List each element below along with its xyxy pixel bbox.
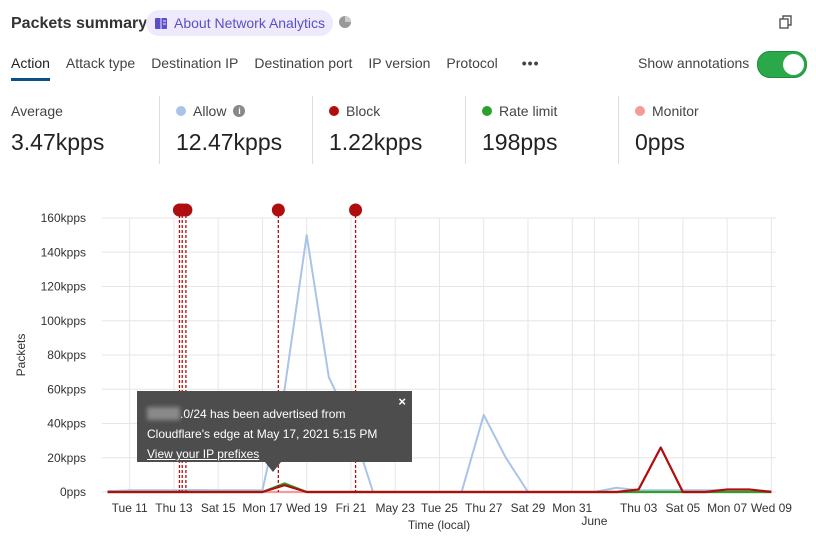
x-tick-label: Mon 31 <box>552 501 592 515</box>
annotation-marker[interactable] <box>271 203 285 217</box>
stat-value: 1.22kpps <box>329 129 423 155</box>
stat-label: Block <box>346 103 381 119</box>
x-tick-label: Thu 13 <box>155 501 193 515</box>
annotation-marker[interactable] <box>179 203 193 217</box>
stat-average: Average 3.47kpps <box>0 96 159 164</box>
x-tick-label: Tue 11 <box>112 501 148 515</box>
y-tick-label: 40kpps <box>47 417 86 431</box>
show-annotations-toggle[interactable] <box>757 51 807 78</box>
x-tick-label: Sat 05 <box>666 501 701 515</box>
tabs: Action Attack type Destination IP Destin… <box>11 55 540 81</box>
stat-value: 12.47kpps <box>176 129 283 155</box>
y-tick-label: 80kpps <box>47 348 86 362</box>
tab-protocol[interactable]: Protocol <box>446 55 498 71</box>
redacted-ip <box>147 407 180 420</box>
x-tick-label: Wed 19 <box>286 501 327 515</box>
legend-dot-allow <box>176 106 186 116</box>
tab-action[interactable]: Action <box>11 55 50 81</box>
tooltip-text-2: Cloudflare's edge at May 17, 2021 5:15 P… <box>147 427 378 441</box>
stat-block[interactable]: Block 1.22kpps <box>312 96 465 164</box>
x-tick-label: June <box>581 514 607 528</box>
more-tabs-button[interactable]: ••• <box>521 55 540 71</box>
page-title: Packets summary <box>11 15 148 32</box>
tooltip-text: .0/24 has been advertised from <box>180 407 346 421</box>
x-tick-label: Sat 15 <box>201 501 236 515</box>
x-tick-label: Wed 09 <box>751 501 792 515</box>
x-tick-label: Tue 25 <box>421 501 458 515</box>
y-tick-label: 60kpps <box>47 382 86 396</box>
stat-value: 3.47kpps <box>11 129 105 155</box>
stat-label: Monitor <box>652 103 699 119</box>
legend-dot-block <box>329 106 339 116</box>
view-ip-prefixes-link[interactable]: View your IP prefixes <box>147 447 260 461</box>
close-icon[interactable]: × <box>398 394 406 409</box>
stat-rate-limit[interactable]: Rate limit 198pps <box>465 96 618 164</box>
annotation-tooltip: × .0/24 has been advertised from Cloudfl… <box>137 391 412 472</box>
y-tick-label: 0pps <box>60 485 86 499</box>
book-icon <box>155 17 167 29</box>
about-label: About Network Analytics <box>174 15 325 31</box>
y-tick-label: 140kpps <box>41 245 86 259</box>
show-annotations-label: Show annotations <box>638 55 750 71</box>
y-tick-label: 160kpps <box>41 211 86 225</box>
copy-icon[interactable] <box>778 14 794 30</box>
stat-allow[interactable]: Allow i 12.47kpps <box>159 96 312 164</box>
y-tick-label: 100kpps <box>41 314 86 328</box>
stat-label: Average <box>11 103 63 119</box>
stat-value: 198pps <box>482 129 558 155</box>
x-tick-label: Thu 03 <box>620 501 658 515</box>
x-axis-label: Time (local) <box>408 518 470 532</box>
pie-chart-icon[interactable] <box>338 15 352 29</box>
x-tick-label: Mon 07 <box>707 501 747 515</box>
stats-row: Average 3.47kpps Allow i 12.47kpps Block … <box>0 96 771 164</box>
y-tick-label: 120kpps <box>41 280 86 294</box>
tab-attack-type[interactable]: Attack type <box>65 55 136 71</box>
series-line-block <box>107 446 772 494</box>
tab-destination-ip[interactable]: Destination IP <box>151 55 239 71</box>
stat-value: 0pps <box>635 129 685 155</box>
tab-ip-version[interactable]: IP version <box>368 55 431 71</box>
legend-dot-rate-limit <box>482 106 492 116</box>
x-tick-label: Mon 17 <box>242 501 282 515</box>
x-tick-label: Fri 21 <box>336 501 367 515</box>
about-network-analytics-link[interactable]: About Network Analytics <box>146 10 333 36</box>
stat-label: Allow <box>193 103 227 119</box>
info-icon[interactable]: i <box>233 105 246 117</box>
y-axis-label: Packets <box>14 334 28 377</box>
y-tick-label: 20kpps <box>47 451 86 465</box>
x-tick-label: May 23 <box>376 501 416 515</box>
stat-monitor[interactable]: Monitor 0pps <box>618 96 771 164</box>
x-tick-label: Thu 27 <box>465 501 503 515</box>
annotation-marker[interactable] <box>349 203 363 217</box>
legend-dot-monitor <box>635 106 645 116</box>
stat-label: Rate limit <box>499 103 558 119</box>
tab-destination-port[interactable]: Destination port <box>254 55 353 71</box>
x-tick-label: Sat 29 <box>511 501 546 515</box>
